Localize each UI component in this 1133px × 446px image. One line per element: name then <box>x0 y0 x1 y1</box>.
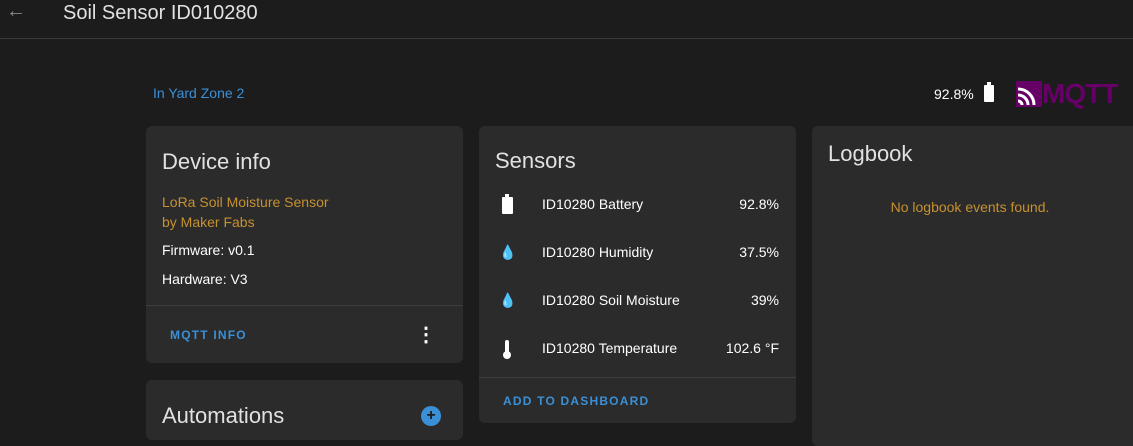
area-link[interactable]: In Yard Zone 2 <box>153 85 245 101</box>
device-info-title: Device info <box>162 149 271 174</box>
page-title: Soil Sensor ID010280 <box>63 2 258 24</box>
mqtt-logo: MQTT <box>1016 78 1118 110</box>
battery-status: 92.8% <box>934 82 994 102</box>
sensor-row[interactable]: ID10280 Temperature 102.6 °F <box>479 340 795 360</box>
arrow-left-icon[interactable]: ← <box>6 0 26 22</box>
sensor-name: ID10280 Temperature <box>542 340 678 356</box>
firmware: Firmware: v0.1 <box>162 242 255 258</box>
device-manufacturer: by Maker Fabs <box>162 214 255 230</box>
water-percent-icon: 💧 <box>499 292 517 308</box>
device-info-card: Device info LoRa Soil Moisture Sensor by… <box>146 126 463 363</box>
sensor-row[interactable]: ID10280 Battery 92.8% <box>479 194 795 217</box>
add-automation-icon[interactable]: + <box>421 406 441 426</box>
logbook-empty-message: No logbook events found. <box>890 199 1050 215</box>
battery-icon <box>983 82 994 102</box>
top-bar: ← Soil Sensor ID010280 <box>0 0 1133 39</box>
mqtt-waves-icon <box>1016 81 1042 107</box>
battery-icon <box>499 194 515 217</box>
device-model-link[interactable]: LoRa Soil Moisture Sensor <box>162 194 329 210</box>
sensor-name: ID10280 Soil Moisture <box>542 292 680 308</box>
sensors-title: Sensors <box>495 148 576 173</box>
water-percent-icon: 💧 <box>499 244 517 260</box>
divider <box>146 305 463 306</box>
sensor-row[interactable]: 💧 ID10280 Soil Moisture 39% <box>479 292 795 312</box>
logbook-card: Logbook No logbook events found. <box>812 126 1133 446</box>
battery-value: 92.8% <box>934 86 974 102</box>
automations-title: Automations <box>162 403 285 428</box>
sensor-value: 37.5% <box>739 244 779 260</box>
divider <box>479 377 796 378</box>
sensor-value: 102.6 °F <box>725 340 779 356</box>
sensor-name: ID10280 Battery <box>542 196 644 212</box>
sensors-card: Sensors ID10280 Battery 92.8% 💧 ID10280 … <box>479 126 796 423</box>
logbook-title: Logbook <box>828 141 913 166</box>
add-to-dashboard-button[interactable]: ADD TO DASHBOARD <box>503 394 650 408</box>
automations-card: Automations + <box>146 380 463 440</box>
more-vert-icon[interactable]: ⋮ <box>416 324 436 346</box>
thermometer-icon <box>499 340 515 363</box>
sensor-row[interactable]: 💧 ID10280 Humidity 37.5% <box>479 244 795 264</box>
hardware: Hardware: V3 <box>162 271 248 287</box>
sensor-name: ID10280 Humidity <box>542 244 654 260</box>
sensor-value: 92.8% <box>739 196 779 212</box>
mqtt-info-button[interactable]: MQTT INFO <box>170 328 247 342</box>
sensor-value: 39% <box>750 292 779 308</box>
